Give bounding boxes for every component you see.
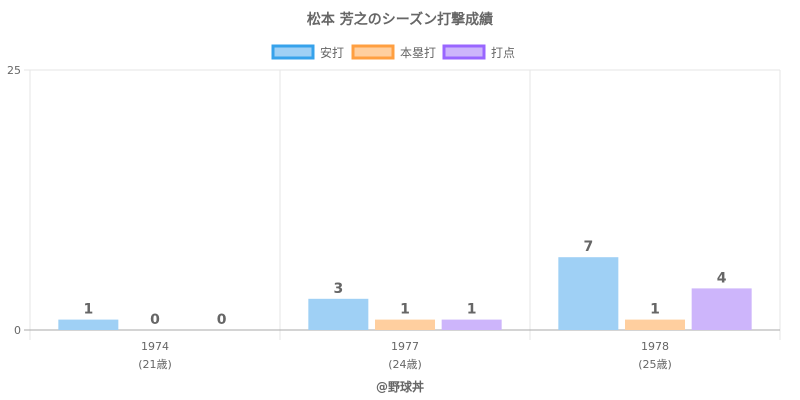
data-label: 3 (333, 281, 343, 297)
bars: 1 3 7 0 1 1 0 1 4 (58, 239, 752, 330)
data-label: 7 (583, 239, 593, 255)
x-tick-label: 1978 (641, 340, 669, 353)
credit-text: @野球丼 (376, 379, 424, 394)
data-label: 4 (717, 270, 727, 286)
bar (625, 319, 685, 330)
data-label: 1 (467, 302, 477, 318)
x-tick-sublabel: (21歳) (138, 358, 172, 371)
legend-label-1: 安打 (320, 45, 344, 60)
legend-swatch-3 (442, 44, 486, 60)
x-tick-sublabel: (25歳) (638, 358, 672, 371)
bar (58, 319, 119, 330)
y-tick-label: 25 (7, 64, 21, 77)
data-label: 1 (400, 302, 410, 318)
legend-swatch-2 (351, 44, 395, 60)
x-tick-label: 1974 (141, 340, 169, 353)
bar (441, 319, 502, 330)
grid (24, 69, 781, 340)
legend: 安打 本塁打 打点 (271, 44, 515, 60)
y-tick-label: 0 (14, 324, 21, 337)
data-label: 0 (150, 312, 160, 328)
bar (308, 298, 369, 330)
data-label: 1 (650, 302, 660, 318)
data-label: 1 (83, 302, 93, 318)
x-tick-label: 1977 (391, 340, 419, 353)
bar (375, 319, 435, 330)
legend-label-2: 本塁打 (400, 46, 436, 60)
legend-swatch-1 (271, 44, 315, 60)
bar (558, 257, 619, 330)
legend-label-3: 打点 (491, 46, 515, 60)
bar (691, 288, 752, 330)
chart-title: 松本 芳之のシーズン打撃成績 (307, 11, 493, 28)
x-tick-sublabel: (24歳) (388, 358, 422, 371)
data-label: 0 (217, 312, 227, 328)
